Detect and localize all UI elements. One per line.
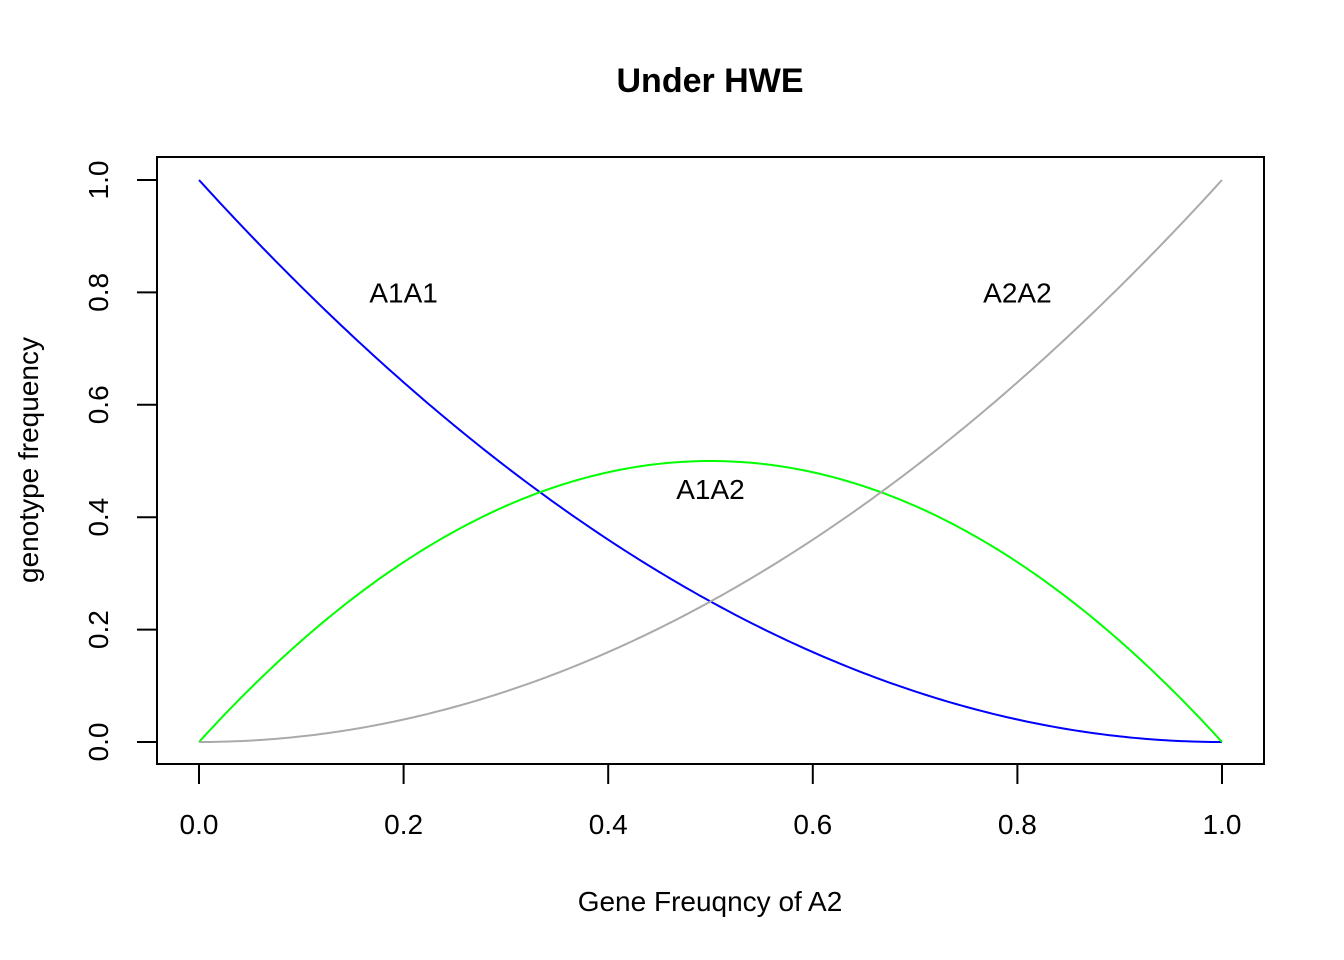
y-tick-label: 0.0 bbox=[83, 723, 114, 762]
y-tick-label: 0.8 bbox=[83, 273, 114, 312]
series-line-2 bbox=[198, 459, 1223, 743]
series-layer bbox=[198, 179, 1223, 743]
x-axis: 0.0 0.2 0.4 0.6 0.8 1.0 bbox=[180, 763, 1242, 840]
x-tick-label: 0.0 bbox=[180, 809, 219, 840]
y-axis: 0.0 0.2 0.4 0.6 0.8 1.0 bbox=[83, 161, 158, 762]
y-axis-label: genotype frequency bbox=[13, 337, 44, 583]
y-tick-label: 0.6 bbox=[83, 385, 114, 424]
series-line-3 bbox=[198, 179, 1223, 743]
y-tick-label: 1.0 bbox=[83, 161, 114, 200]
annotation-layer: A1A1 A1A2 A2A2 bbox=[369, 277, 1051, 505]
x-tick-label: 0.2 bbox=[384, 809, 423, 840]
y-tick-label: 0.4 bbox=[83, 498, 114, 537]
x-tick-label: 0.8 bbox=[998, 809, 1037, 840]
x-tick-label: 0.6 bbox=[793, 809, 832, 840]
annotation-a1a1: A1A1 bbox=[369, 277, 438, 308]
x-tick-label: 0.4 bbox=[589, 809, 628, 840]
chart-title: Under HWE bbox=[617, 62, 804, 100]
x-tick-label: 1.0 bbox=[1203, 809, 1242, 840]
annotation-a1a2: A1A2 bbox=[676, 474, 745, 505]
y-tick-label: 0.2 bbox=[83, 610, 114, 649]
annotation-a2a2: A2A2 bbox=[983, 277, 1052, 308]
x-axis-label: Gene Freuqncy of A2 bbox=[578, 886, 843, 917]
